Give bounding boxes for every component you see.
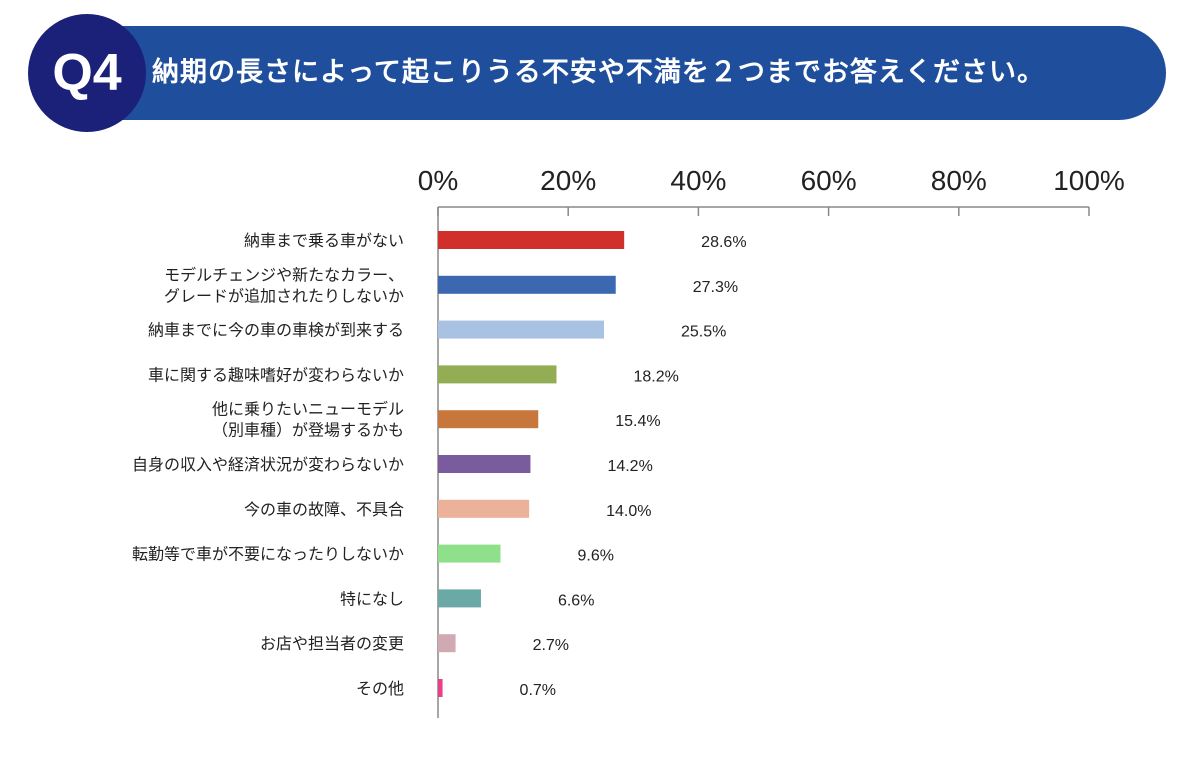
- data-label: 28.6%: [701, 234, 746, 251]
- question-text: 納期の長さによって起こりうる不安や不満を２つまでお答えください。: [152, 57, 1046, 88]
- data-label: 2.7%: [533, 637, 569, 654]
- x-tick-label: 0%: [418, 165, 458, 196]
- data-label: 18.2%: [633, 368, 678, 385]
- x-tick-label: 40%: [670, 165, 726, 196]
- category-label: モデルチェンジや新たなカラー、: [164, 265, 404, 284]
- data-label: 25.5%: [681, 324, 726, 341]
- bar-chart: 0% 20% 40% 60% 80% 100% 28.6% 納車まで乗る車がない 27.3% モデ…: [132, 165, 1125, 718]
- category-label: 車に関する趣味嗜好が変わらないか: [148, 365, 404, 384]
- category-label: 今の車の故障、不具合: [244, 500, 404, 519]
- data-label: 9.6%: [577, 548, 613, 565]
- bar: [438, 455, 531, 473]
- bar: [438, 634, 456, 653]
- bar: [438, 589, 481, 608]
- category-label: 特になし: [340, 589, 404, 608]
- data-label: 27.3%: [693, 279, 738, 296]
- question-number-badge: Q4: [28, 14, 146, 132]
- category-label: 自身の収入や経済状況が変わらないか: [132, 455, 404, 474]
- x-tick-label: 60%: [801, 165, 857, 196]
- data-label: 0.7%: [520, 682, 556, 699]
- bar: [438, 365, 557, 384]
- category-label: 他に乗りたいニューモデル: [212, 400, 404, 419]
- question-banner: [38, 26, 1166, 120]
- category-label: 納車まで乗る車がない: [244, 231, 404, 250]
- category-label: グレードが追加されたりしないか: [164, 286, 404, 305]
- bar: [438, 410, 539, 429]
- x-tick-label: 80%: [931, 165, 987, 196]
- data-label: 14.0%: [606, 503, 651, 520]
- data-label: 6.6%: [558, 592, 594, 609]
- category-label: （別車種）が登場するかも: [212, 421, 404, 440]
- bar: [438, 320, 605, 339]
- data-label: 15.4%: [615, 413, 660, 430]
- bar: [438, 544, 501, 563]
- x-tick-label: 100%: [1053, 165, 1125, 196]
- category-label: 納車までに今の車の車検が到来する: [148, 321, 404, 340]
- bar: [438, 231, 625, 249]
- bar: [438, 679, 443, 697]
- x-tick-label: 20%: [540, 165, 596, 196]
- category-label: その他: [356, 679, 404, 698]
- data-label: 14.2%: [607, 458, 652, 475]
- bar: [438, 275, 616, 294]
- category-label: お店や担当者の変更: [260, 634, 404, 653]
- category-label: 転勤等で車が不要になったりしないか: [132, 545, 404, 564]
- bar: [438, 499, 530, 518]
